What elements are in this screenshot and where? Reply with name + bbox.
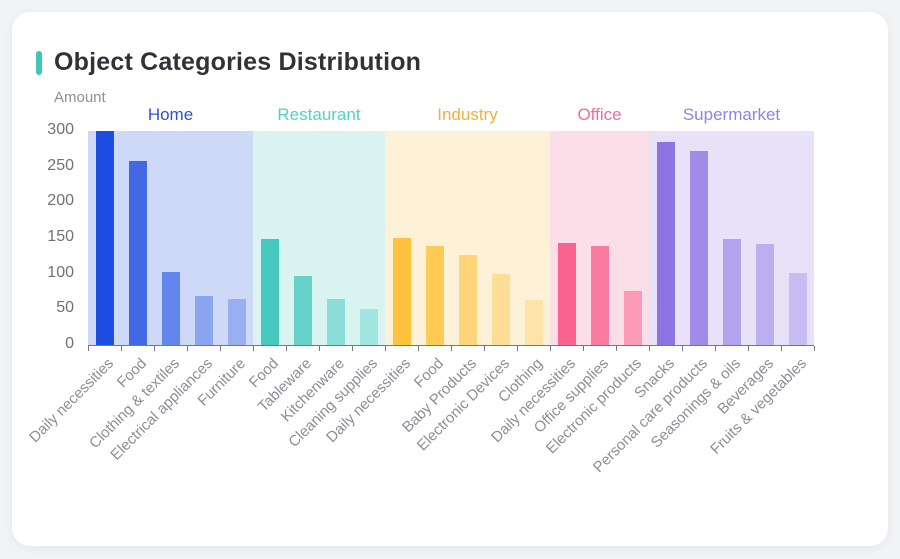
bar-clothing bbox=[524, 300, 543, 345]
bar-daily-necessities bbox=[95, 131, 114, 345]
title-accent-bar bbox=[36, 50, 42, 75]
x-axis-tick bbox=[550, 346, 551, 351]
group-label-restaurant: Restaurant bbox=[277, 105, 361, 124]
chart-card: Object Categories Distribution Amount Ho… bbox=[12, 12, 888, 546]
y-axis-tick-label: 150 bbox=[47, 228, 74, 245]
x-axis-tick bbox=[781, 346, 782, 351]
bar-baby-products bbox=[458, 255, 477, 345]
bar-daily-necessities bbox=[557, 243, 576, 345]
bar-clothing-textiles bbox=[161, 272, 180, 345]
x-axis-tick bbox=[814, 346, 815, 351]
x-axis-tick bbox=[517, 346, 518, 351]
group-label-home: Home bbox=[147, 105, 194, 124]
bar-daily-necessities bbox=[392, 238, 411, 345]
x-axis-tick bbox=[451, 346, 452, 351]
x-axis-tick bbox=[154, 346, 155, 351]
bar-chart: Home Daily necessities Food Clothing & text… bbox=[12, 12, 888, 546]
x-axis-tick bbox=[748, 346, 749, 351]
x-axis-tick bbox=[484, 346, 485, 351]
x-axis-tick bbox=[220, 346, 221, 351]
group-label-office: Office bbox=[577, 105, 622, 124]
x-axis-tick bbox=[682, 346, 683, 351]
bar-food bbox=[425, 246, 444, 345]
x-axis-tick bbox=[286, 346, 287, 351]
y-axis-tick-label: 100 bbox=[47, 263, 74, 281]
bar-kitchenware bbox=[326, 299, 345, 345]
bar-electronic-products bbox=[623, 291, 642, 345]
x-axis-tick bbox=[649, 346, 650, 351]
x-axis-tick bbox=[616, 346, 617, 351]
group-label-supermarket: Supermarket bbox=[682, 105, 781, 124]
bar-cleaning-supplies bbox=[359, 309, 378, 345]
y-axis-tick-label: 0 bbox=[65, 335, 74, 352]
x-axis-tick bbox=[253, 346, 254, 351]
bar-snacks bbox=[656, 142, 675, 345]
page-title: Object Categories Distribution bbox=[54, 48, 422, 76]
y-axis-tick-label: 300 bbox=[47, 121, 74, 138]
x-axis-tick bbox=[121, 346, 122, 351]
group-label-industry: Industry bbox=[437, 105, 498, 124]
x-axis-tick bbox=[187, 346, 188, 351]
y-axis-title: Amount bbox=[54, 89, 106, 106]
x-axis-tick bbox=[385, 346, 386, 351]
y-axis-tick-label: 50 bbox=[56, 299, 74, 317]
x-axis-tick bbox=[418, 346, 419, 351]
bar-personal-care-products bbox=[689, 151, 708, 345]
y-axis-tick-label: 250 bbox=[47, 156, 74, 174]
bar-food bbox=[128, 161, 147, 345]
chart-title-row: Object Categories Distribution bbox=[36, 48, 421, 77]
x-axis-tick bbox=[88, 346, 89, 351]
bar-seasonings-oils bbox=[722, 239, 741, 345]
bar-office-supplies bbox=[590, 246, 609, 345]
x-axis-tick bbox=[352, 346, 353, 351]
bar-electronic-devices bbox=[491, 274, 510, 345]
bar-tableware bbox=[293, 276, 312, 345]
bar-electrical-appliances bbox=[194, 296, 213, 345]
x-axis-tick bbox=[583, 346, 584, 351]
x-axis-line bbox=[88, 345, 814, 346]
bar-furniture bbox=[227, 299, 246, 345]
bar-fruits-vegetables bbox=[788, 273, 807, 345]
bar-beverages bbox=[755, 244, 774, 345]
bar-food bbox=[260, 239, 279, 345]
x-axis-tick bbox=[715, 346, 716, 351]
y-axis-tick-label: 200 bbox=[47, 192, 74, 210]
x-axis-tick bbox=[319, 346, 320, 351]
